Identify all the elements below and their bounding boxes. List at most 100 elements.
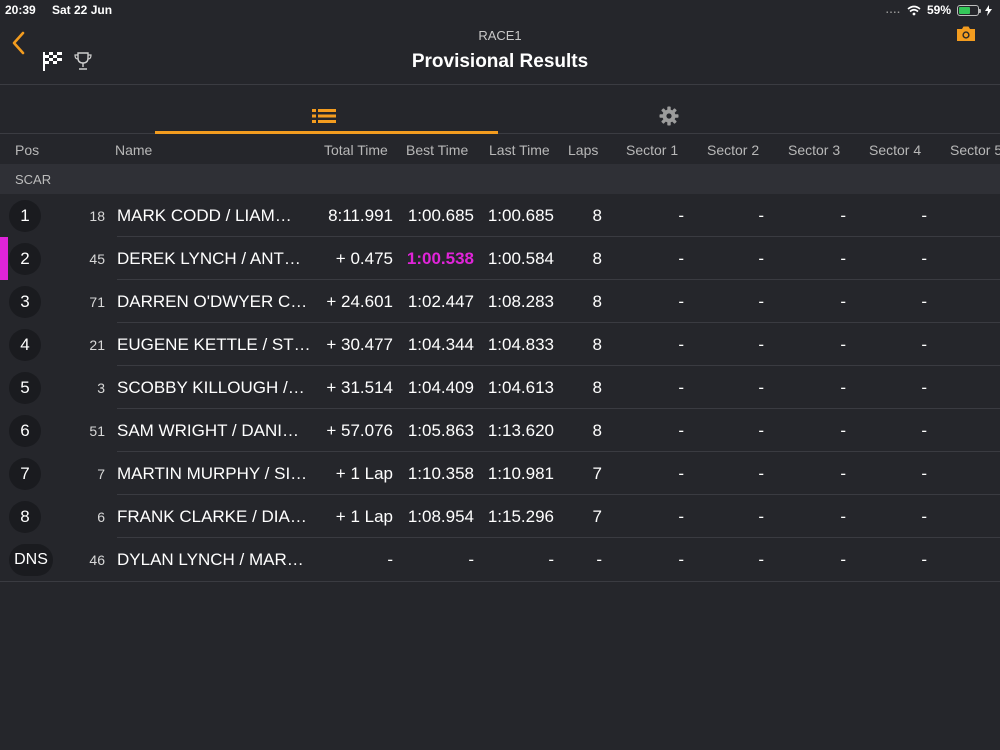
- trophy-icon[interactable]: [73, 51, 93, 71]
- best-time: 1:02.447: [407, 292, 474, 311]
- status-date: Sat 22 Jun: [52, 3, 113, 17]
- last-time: 1:04.613: [487, 378, 554, 397]
- sector-2: -: [758, 292, 764, 311]
- sector-2: -: [758, 464, 764, 483]
- tab-settings[interactable]: [498, 86, 841, 134]
- best-time: 1:00.538: [406, 249, 474, 268]
- class-group-label: SCAR: [15, 172, 52, 187]
- nav-header: RACE1 Provisional Results: [0, 20, 1000, 85]
- result-row[interactable]: 5 3 SCOBBY KILLOUGH /… + 31.514 1:04.409 1:04…: [0, 366, 1000, 409]
- result-row[interactable]: 6 51 SAM WRIGHT / DANI… + 57.076 1:05.863 1:1…: [0, 409, 1000, 452]
- car-number: 51: [89, 423, 105, 439]
- last-time: 1:10.981: [487, 464, 554, 483]
- battery-level: [959, 6, 970, 14]
- position-badge: 3: [9, 286, 41, 318]
- total-time: + 1 Lap: [335, 507, 393, 526]
- sector-4: -: [921, 249, 927, 268]
- row-divider: [117, 236, 1000, 237]
- wifi-icon: [907, 5, 921, 15]
- result-row[interactable]: 3 71 DARREN O'DWYER C… + 24.601 1:02.447 1:08…: [0, 280, 1000, 323]
- result-row[interactable]: 7 7 MARTIN MURPHY / SI… + 1 Lap 1:10.358 1:10…: [0, 452, 1000, 495]
- car-number: 21: [89, 337, 105, 353]
- col-pos[interactable]: Pos: [15, 142, 40, 158]
- driver-names: DEREK LYNCH / ANT…: [117, 249, 301, 268]
- row-divider: [117, 408, 1000, 409]
- last-time: 1:00.685: [487, 206, 554, 225]
- sector-1: -: [678, 378, 684, 397]
- col-total-time[interactable]: Total Time: [324, 142, 388, 158]
- result-row[interactable]: 2 45 DEREK LYNCH / ANT… + 0.475 1:00.538 1:00…: [0, 237, 1000, 280]
- col-sector-5[interactable]: Sector 5: [950, 142, 1000, 158]
- col-name[interactable]: Name: [115, 142, 153, 158]
- col-sector-2[interactable]: Sector 2: [707, 142, 760, 158]
- back-chevron-icon[interactable]: [10, 30, 28, 56]
- last-time: 1:04.833: [487, 335, 554, 354]
- sector-2: -: [758, 249, 764, 268]
- result-row[interactable]: 4 21 EUGENE KETTLE / ST… + 30.477 1:04.344 1:…: [0, 323, 1000, 366]
- col-best-time[interactable]: Best Time: [406, 142, 469, 158]
- laps: 8: [592, 206, 602, 225]
- row-divider: [117, 279, 1000, 280]
- sector-2: -: [758, 335, 764, 354]
- sector-2: -: [758, 206, 764, 225]
- sector-3: -: [840, 464, 846, 483]
- col-last-time[interactable]: Last Time: [489, 142, 550, 158]
- sector-3: -: [840, 335, 846, 354]
- camera-icon[interactable]: [955, 25, 977, 43]
- sector-4: -: [921, 464, 927, 483]
- total-time: 8:11.991: [328, 206, 393, 225]
- best-time: 1:05.863: [407, 421, 474, 440]
- driver-names: MARK CODD / LIAM…: [117, 206, 292, 225]
- col-sector-4[interactable]: Sector 4: [869, 142, 922, 158]
- last-time: 1:15.296: [487, 507, 554, 526]
- result-row[interactable]: DNS 46 DYLAN LYNCH / MAR… - - - - - - - -: [0, 538, 1000, 581]
- results-list: 1 18 MARK CODD / LIAM… 8:11.991 1:00.685 1:00…: [0, 194, 1000, 581]
- total-time: + 0.475: [335, 249, 393, 268]
- sector-4: -: [921, 292, 927, 311]
- row-divider: [117, 365, 1000, 366]
- fastest-lap-marker: [0, 237, 8, 280]
- best-time: 1:08.954: [407, 507, 474, 526]
- last-time: -: [548, 550, 554, 569]
- tab-results-list[interactable]: [155, 86, 498, 134]
- results-column-header: Pos Name Total Time Best Time Last Time …: [0, 136, 1000, 164]
- status-bar: 20:39 Sat 22 Jun .... 59%: [0, 0, 1000, 20]
- result-row[interactable]: 1 18 MARK CODD / LIAM… 8:11.991 1:00.685 1:00…: [0, 194, 1000, 237]
- driver-names: EUGENE KETTLE / ST…: [117, 335, 311, 354]
- driver-names: SAM WRIGHT / DANI…: [117, 421, 299, 440]
- col-sector-1[interactable]: Sector 1: [626, 142, 679, 158]
- position-badge: 6: [9, 415, 41, 447]
- total-time: -: [387, 550, 393, 569]
- sector-2: -: [758, 378, 764, 397]
- laps: 8: [592, 249, 602, 268]
- sector-3: -: [840, 378, 846, 397]
- sector-1: -: [678, 421, 684, 440]
- status-right: .... 59%: [886, 3, 992, 17]
- driver-names: MARTIN MURPHY / SI…: [117, 464, 308, 483]
- sector-1: -: [678, 507, 684, 526]
- signal-dots: ....: [885, 4, 901, 16]
- sector-3: -: [840, 421, 846, 440]
- sector-1: -: [678, 550, 684, 569]
- laps: 8: [592, 292, 602, 311]
- checkered-flag-icon[interactable]: [42, 50, 64, 72]
- sector-3: -: [840, 249, 846, 268]
- position-badge: 5: [9, 372, 41, 404]
- total-time: + 57.076: [326, 421, 393, 440]
- class-group-header: SCAR: [0, 164, 1000, 194]
- col-laps[interactable]: Laps: [568, 142, 599, 158]
- last-time: 1:08.283: [487, 292, 554, 311]
- battery-icon: [957, 4, 981, 16]
- sector-2: -: [758, 507, 764, 526]
- status-time: 20:39: [5, 3, 36, 17]
- driver-names: FRANK CLARKE / DIA…: [117, 507, 307, 526]
- list-bottom-divider: [0, 581, 1000, 582]
- driver-names: DARREN O'DWYER C…: [117, 292, 308, 311]
- result-row[interactable]: 8 6 FRANK CLARKE / DIA… + 1 Lap 1:08.954 1:15…: [0, 495, 1000, 538]
- col-sector-3[interactable]: Sector 3: [788, 142, 841, 158]
- best-time: -: [468, 550, 474, 569]
- sector-4: -: [921, 550, 927, 569]
- sector-1: -: [678, 249, 684, 268]
- laps: 8: [592, 421, 602, 440]
